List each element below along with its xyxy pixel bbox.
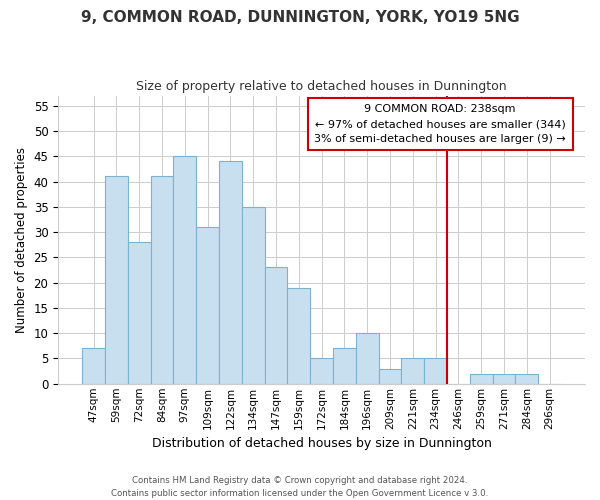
Bar	[128, 242, 151, 384]
Bar	[287, 288, 310, 384]
Bar	[105, 176, 128, 384]
Bar	[470, 374, 493, 384]
X-axis label: Distribution of detached houses by size in Dunnington: Distribution of detached houses by size …	[152, 437, 491, 450]
Bar	[196, 227, 219, 384]
Bar	[173, 156, 196, 384]
Bar	[242, 207, 265, 384]
Text: 9, COMMON ROAD, DUNNINGTON, YORK, YO19 5NG: 9, COMMON ROAD, DUNNINGTON, YORK, YO19 5…	[80, 10, 520, 25]
Text: Contains HM Land Registry data © Crown copyright and database right 2024.
Contai: Contains HM Land Registry data © Crown c…	[112, 476, 488, 498]
Title: Size of property relative to detached houses in Dunnington: Size of property relative to detached ho…	[136, 80, 507, 93]
Bar	[333, 348, 356, 384]
Text: 9 COMMON ROAD: 238sqm
← 97% of detached houses are smaller (344)
3% of semi-deta: 9 COMMON ROAD: 238sqm ← 97% of detached …	[314, 104, 566, 144]
Bar	[219, 162, 242, 384]
Bar	[401, 358, 424, 384]
Y-axis label: Number of detached properties: Number of detached properties	[15, 146, 28, 332]
Bar	[379, 368, 401, 384]
Bar	[310, 358, 333, 384]
Bar	[515, 374, 538, 384]
Bar	[356, 333, 379, 384]
Bar	[424, 358, 447, 384]
Bar	[82, 348, 105, 384]
Bar	[265, 268, 287, 384]
Bar	[151, 176, 173, 384]
Bar	[493, 374, 515, 384]
